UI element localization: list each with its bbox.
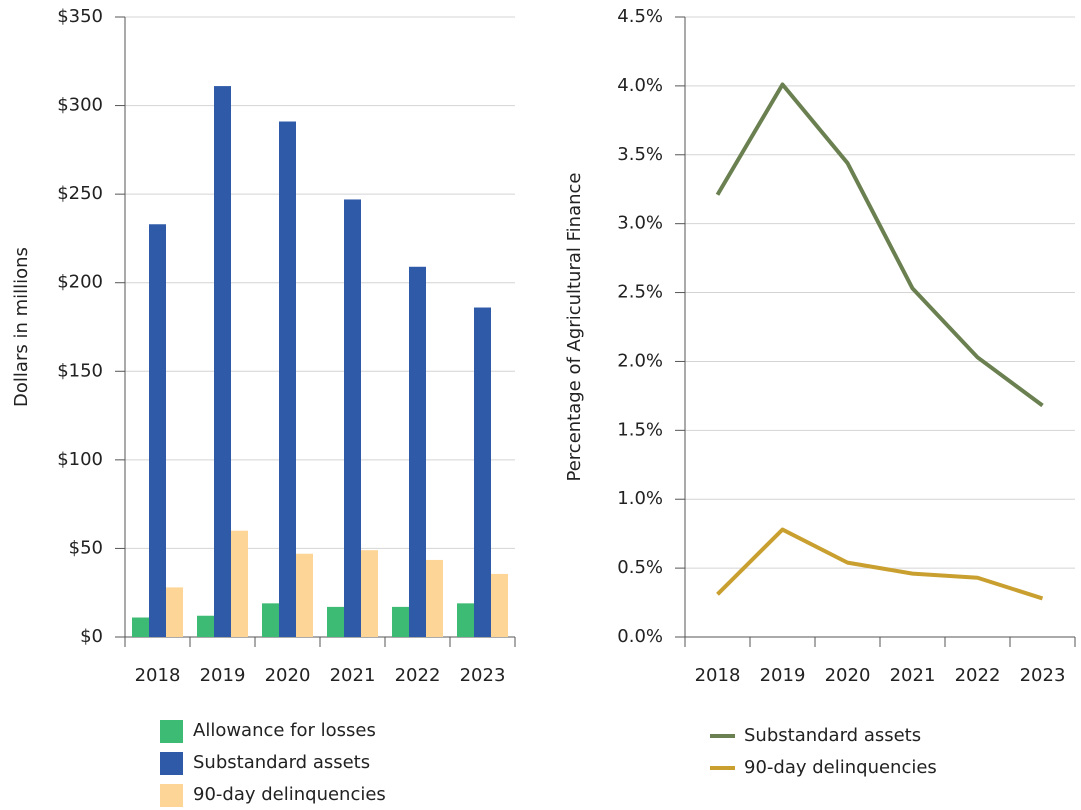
legend-swatch	[160, 784, 183, 807]
x-tick-label: 2020	[825, 665, 871, 686]
x-tick-label: 2021	[330, 665, 376, 686]
legend-label: 90-day delinquencies	[193, 784, 386, 805]
y-tick-label: 4.0%	[617, 75, 663, 96]
legend-label: 90-day delinquencies	[744, 757, 937, 778]
bar	[426, 559, 443, 637]
y-tick-label: 1.0%	[617, 488, 663, 509]
y-axis-label: Dollars in millions	[11, 247, 32, 407]
x-tick-label: 2019	[200, 665, 246, 686]
bar	[296, 553, 313, 637]
legend-label: Substandard assets	[744, 725, 921, 746]
bar	[344, 199, 361, 637]
bar	[409, 266, 426, 637]
line	[716, 527, 1044, 601]
x-tick-label: 2022	[395, 665, 441, 686]
x-tick-label: 2023	[1020, 665, 1066, 686]
y-tick-label: 3.0%	[617, 213, 663, 234]
x-tick-label: 2022	[955, 665, 1001, 686]
y-tick-label: 0.0%	[617, 626, 663, 647]
bar	[392, 606, 409, 637]
bar	[214, 86, 231, 638]
bar	[361, 550, 378, 637]
bar	[166, 587, 183, 637]
bar	[149, 224, 166, 637]
y-tick-label: $200	[57, 272, 103, 293]
bar	[327, 606, 344, 637]
y-tick-label: $350	[57, 6, 103, 27]
x-tick-label: 2018	[135, 665, 181, 686]
bar	[279, 121, 296, 637]
legend-label: Substandard assets	[193, 752, 370, 773]
y-tick-label: 4.5%	[617, 6, 663, 27]
y-tick-label: $150	[57, 360, 103, 381]
y-tick-label: $0	[80, 626, 103, 647]
y-tick-label: 2.0%	[617, 350, 663, 371]
bar	[474, 307, 491, 637]
x-tick-label: 2021	[890, 665, 936, 686]
y-tick-label: 2.5%	[617, 282, 663, 303]
legend-swatch	[160, 720, 183, 743]
y-tick-label: $100	[57, 449, 103, 470]
y-tick-label: $300	[57, 95, 103, 116]
bar	[197, 615, 214, 637]
bar	[491, 573, 508, 637]
bar	[457, 603, 474, 637]
legend-swatch	[160, 752, 183, 775]
y-axis-label: Percentage of Agricultural Finance	[564, 173, 585, 482]
bar	[231, 530, 248, 637]
line	[715, 82, 1044, 408]
x-tick-label: 2019	[760, 665, 806, 686]
x-tick-label: 2018	[695, 665, 741, 686]
y-tick-label: $50	[69, 537, 103, 558]
legend-label: Allowance for losses	[193, 720, 376, 741]
bar	[132, 617, 149, 637]
y-tick-label: 3.5%	[617, 144, 663, 165]
y-tick-label: 0.5%	[617, 557, 663, 578]
bar	[262, 603, 279, 637]
x-tick-label: 2020	[265, 665, 311, 686]
y-tick-label: 1.5%	[617, 419, 663, 440]
y-tick-label: $250	[57, 183, 103, 204]
x-tick-label: 2023	[460, 665, 506, 686]
